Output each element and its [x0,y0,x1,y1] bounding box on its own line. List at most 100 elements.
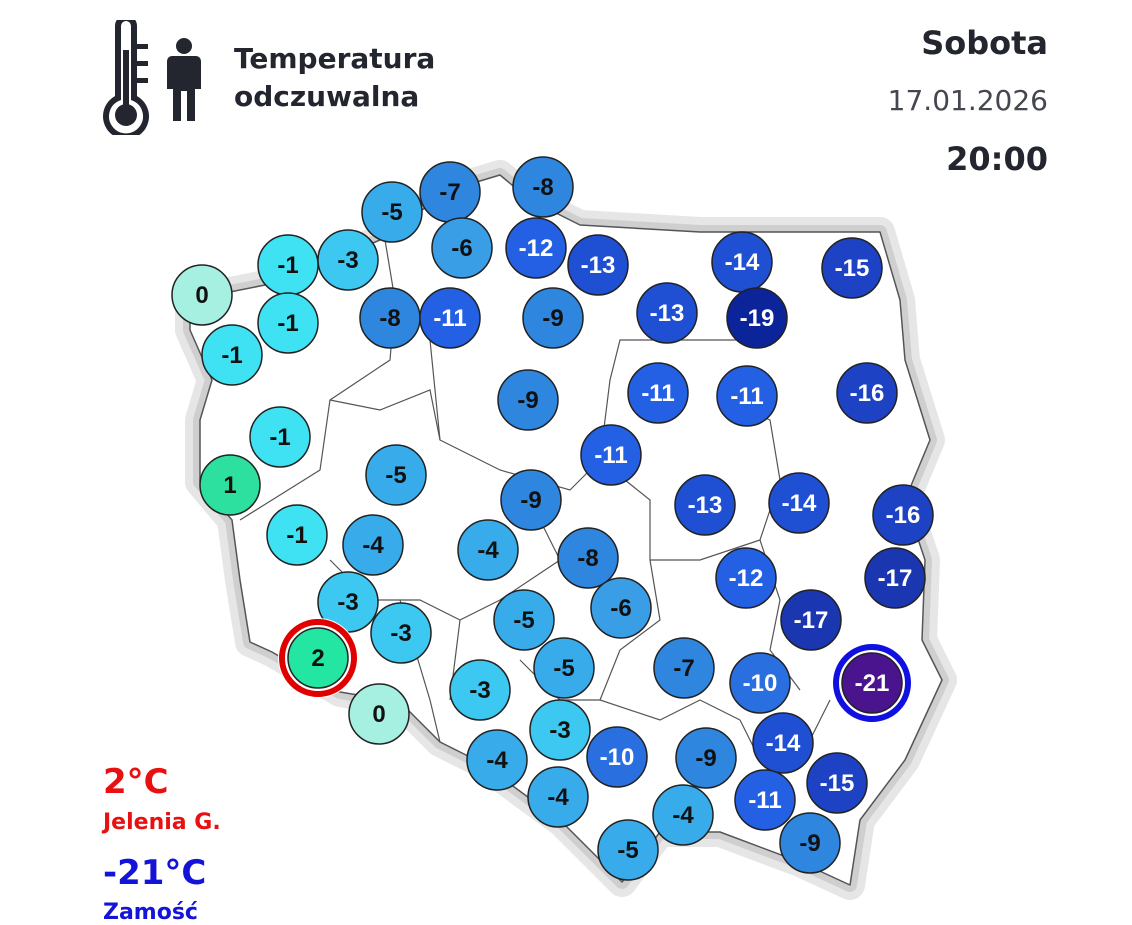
temperature-point: 0 [171,264,233,326]
temperature-value: -3 [337,247,358,274]
temperature-bubble [431,217,493,279]
temperature-value: -4 [477,537,499,564]
temperature-bubble [466,729,528,791]
temperature-bubble [199,454,261,516]
temperature-bubble [348,683,410,745]
temperature-value: -10 [600,744,635,771]
temperature-value: -12 [729,565,764,592]
temperature-point: -11 [716,365,778,427]
temperature-bubble [522,287,584,349]
legend-min-place: Zamość [103,900,198,925]
temperature-value: -10 [743,670,778,697]
legend-min-value: -21°C [103,853,207,893]
temperature-value: 0 [195,282,208,309]
temperature-bubble [201,324,263,386]
person-icon [167,38,201,121]
temperature-bubble [457,519,519,581]
temperature-point: -9 [522,287,584,349]
temperature-value: -3 [390,620,411,647]
temperature-point: -10 [729,652,791,714]
temperature-value: -6 [451,235,472,262]
title-line-2: odczuwalna [234,80,420,113]
temperature-point: -10 [586,726,648,788]
temperature-value: -19 [740,305,775,332]
temperature-value: -9 [542,305,563,332]
temperature-point: -15 [806,752,868,814]
temperature-point: -7 [419,161,481,223]
temperature-point: -3 [529,699,591,761]
temperature-point: -3 [317,571,379,633]
temperature-point: -8 [557,527,619,589]
temperature-value: -13 [650,300,685,327]
temperature-bubble [821,237,883,299]
temperature-bubble [249,406,311,468]
temperature-bubble [493,589,555,651]
temperature-bubble [780,589,842,651]
temperature-point: -5 [533,637,595,699]
temperature-value: 2 [311,645,324,672]
title-line-1: Temperatura [234,42,436,75]
temperature-bubble [636,282,698,344]
temperature-bubble [567,234,629,296]
temperature-point: -1 [201,324,263,386]
temperature-value: -8 [379,305,400,332]
temperature-point: -5 [365,444,427,506]
temperature-bubble [872,484,934,546]
temperature-bubble [342,514,404,576]
temperature-bubble [597,819,659,881]
temperature-value: -17 [878,565,913,592]
temperature-point: -3 [317,229,379,291]
temperature-bubble [652,784,714,846]
temperature-point: -11 [580,424,642,486]
temperature-value: 0 [372,701,385,728]
temperature-value: -3 [549,717,570,744]
temperature-bubble [257,292,319,354]
temperature-value: -1 [286,522,307,549]
temperature-point: -6 [431,217,493,279]
temperature-bubble [734,769,796,831]
temperature-value: -14 [782,490,817,517]
temperature-bubble [317,229,379,291]
temperature-point: -13 [674,474,736,536]
temperature-bubble [768,472,830,534]
legend-max-place: Jelenia G. [103,810,221,835]
temperature-value: -11 [594,442,627,469]
temperature-point: 2 [278,618,358,698]
temperature-value: -5 [553,655,574,682]
temperature-bubble [752,712,814,774]
temperature-value: -3 [469,677,490,704]
temperature-value: -15 [820,770,855,797]
temperature-bubble [365,444,427,506]
temperature-bubble [505,217,567,279]
temperature-value: -1 [269,424,290,451]
temperature-bubble [171,264,233,326]
temperature-value: -4 [486,747,508,774]
temperature-point: -14 [768,472,830,534]
temperature-point: -19 [726,287,788,349]
temperature-point: -4 [652,784,714,846]
temperature-point: -4 [457,519,519,581]
temperature-point: -5 [597,819,659,881]
temperature-point: -7 [653,637,715,699]
date-label: 17.01.2026 [887,84,1048,117]
temperature-bubble [370,602,432,664]
temperature-bubble [512,156,574,218]
temperature-point: -17 [780,589,842,651]
temperature-bubble [726,287,788,349]
temperature-value: -1 [277,252,298,279]
temperature-point: -11 [734,769,796,831]
temperature-point: -21 [832,643,912,723]
temperature-point: -6 [590,577,652,639]
time-label: 20:00 [946,140,1048,178]
temperature-value: -12 [519,235,554,262]
temperature-value: -6 [610,595,631,622]
temperature-value: -14 [766,730,801,757]
temperature-point: -14 [752,712,814,774]
temperature-point: -4 [466,729,528,791]
temperature-bubble [580,424,642,486]
temperature-point: -1 [266,504,328,566]
temperature-value: -14 [725,249,760,276]
temperature-bubble [533,637,595,699]
temperature-value: -5 [381,199,402,226]
